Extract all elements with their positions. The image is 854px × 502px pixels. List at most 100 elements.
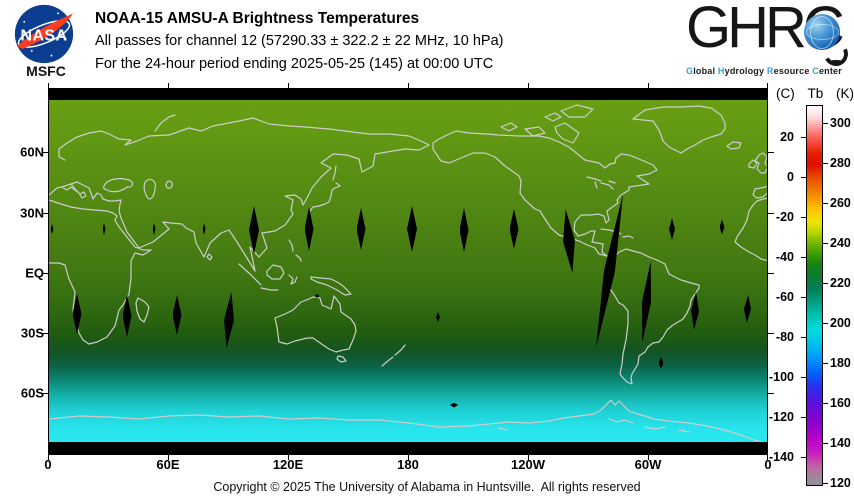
- colorbar-kelvin-tick: [823, 363, 828, 364]
- coast-antarctica: [49, 399, 767, 445]
- x-axis-tick-top: [767, 83, 768, 88]
- missing-data-diamond: [304, 207, 314, 251]
- colorbar-celsius-tick: [801, 136, 806, 138]
- y-axis-tick-label: 30N: [20, 205, 44, 221]
- missing-data-diamond: [436, 312, 440, 322]
- y-axis-tick-left: [42, 273, 48, 274]
- missing-data-diamond: [249, 206, 259, 254]
- x-axis-tick-top: [288, 83, 289, 88]
- missing-data-diamond: [459, 208, 469, 252]
- colorbar-celsius-tick: [801, 456, 806, 458]
- missing-data-diamond: [72, 294, 82, 334]
- missing-data-diamond: [658, 357, 664, 369]
- colorbar-celsius-tick: [801, 256, 806, 258]
- subtitle-channel: All passes for channel 12 (57290.33 ± 32…: [95, 33, 504, 49]
- missing-data-diamond: [222, 292, 237, 349]
- coast-great-lakes: [586, 176, 616, 190]
- globe-icon: [804, 14, 840, 50]
- x-axis-tick-top: [48, 83, 49, 88]
- x-axis-tick-bottom: [168, 455, 169, 460]
- x-axis-tick-bottom: [528, 455, 529, 460]
- colorbar-kelvin-tick: [823, 283, 828, 284]
- colorbar-kelvin-tick: [823, 163, 828, 164]
- missing-data-diamond: [152, 223, 156, 235]
- coast-novaya-zemlya: [154, 114, 176, 132]
- colorbar-kelvin-label: 260: [830, 196, 851, 210]
- x-axis-tick-label: 60E: [156, 457, 180, 472]
- colorbar-kelvin-label: 140: [830, 436, 851, 450]
- missing-data-diamond: [690, 292, 700, 330]
- missing-data-diamond: [122, 295, 132, 337]
- colorbar-celsius-tick: [801, 416, 806, 418]
- x-axis-tick-label: 0: [44, 457, 52, 472]
- colorbar-kelvin-tick: [823, 403, 828, 404]
- y-axis-tick-right: [768, 213, 774, 214]
- y-axis-tick-left: [42, 393, 48, 394]
- y-axis-tick-right: [768, 152, 774, 153]
- missing-data-diamond: [50, 224, 54, 234]
- colorbar-celsius-label: 20: [780, 129, 794, 144]
- colorbar-kelvin-label: 200: [830, 316, 851, 330]
- colorbar-celsius-tick: [801, 296, 806, 298]
- colorbar-kelvin-tick: [823, 443, 828, 444]
- coast-caspian: [143, 178, 173, 200]
- subtitle-period: For the 24-hour period ending 2025-05-25…: [95, 56, 494, 72]
- y-axis-tick-left: [42, 333, 48, 334]
- colorbar-celsius-tick: [801, 336, 806, 338]
- y-axis-tick-right: [768, 333, 774, 334]
- coast-iberia: [752, 185, 767, 199]
- missing-data-diamond: [637, 261, 655, 343]
- colorbar-kelvin-tick: [823, 243, 828, 244]
- missing-data-diamond: [743, 295, 751, 323]
- colorbar-kelvin-tick: [823, 323, 828, 324]
- x-axis-tick-bottom: [408, 455, 409, 460]
- colorbar-kelvin-label: 120: [830, 476, 851, 490]
- msfc-label: MSFC: [26, 63, 66, 79]
- no-data-band-north: [49, 89, 767, 100]
- x-axis-tick-bottom: [288, 455, 289, 460]
- colorbar-kelvin-label: 220: [830, 276, 851, 290]
- missing-data-diamond: [669, 218, 675, 240]
- no-data-band-south: [49, 442, 767, 454]
- colorbar-kelvin-label: 180: [830, 356, 851, 370]
- missing-data-diamond: [509, 209, 519, 249]
- colorbar-celsius-tick: [801, 216, 806, 218]
- y-axis-tick-label: 30S: [20, 325, 44, 341]
- colorbar-unit-celsius: (C): [776, 86, 795, 101]
- ghrc-caption-initial: R: [766, 66, 774, 76]
- colorbar: [806, 105, 823, 486]
- colorbar-kelvin-label: 300: [830, 116, 851, 130]
- colorbar-celsius-label: -120: [768, 409, 794, 424]
- missing-data-diamond: [407, 206, 417, 252]
- coast-madagascar: [135, 297, 150, 323]
- svg-text:NASA: NASA: [20, 28, 67, 45]
- colorbar-unit-kelvin: (K): [835, 86, 854, 101]
- coast-south-america: [606, 248, 700, 385]
- x-axis-tick-top: [408, 83, 409, 88]
- y-axis-tick-left: [42, 213, 48, 214]
- colorbar-celsius-label: -40: [775, 249, 794, 264]
- x-axis-tick-bottom: [48, 455, 49, 460]
- page-title: NOAA-15 AMSU-A Brightness Temperatures: [95, 10, 420, 27]
- coast-iceland: [726, 141, 742, 150]
- missing-data-diamond: [356, 208, 366, 250]
- ghrc-caption-initial: G: [686, 66, 694, 76]
- y-axis-tick-left: [42, 152, 48, 153]
- x-axis-tick-label: 180: [397, 457, 419, 472]
- colorbar-kelvin-label: 280: [830, 156, 851, 170]
- coast-australia: [274, 295, 357, 353]
- colorbar-quantity: Tb: [807, 86, 824, 101]
- coast-tasmania: [336, 355, 347, 363]
- coast-greenland: [632, 105, 726, 154]
- ghrc-caption-initial: H: [717, 66, 725, 76]
- missing-data-diamond: [102, 223, 106, 235]
- colorbar-celsius-label: -80: [775, 329, 794, 344]
- colorbar-celsius-tick: [801, 176, 806, 178]
- missing-data-diamond: [450, 402, 458, 408]
- ghrc-logo: G H R C Global Hydrology Resource Center: [686, 0, 852, 82]
- colorbar-celsius-label: -140: [768, 449, 794, 464]
- missing-data-diamond: [172, 295, 182, 335]
- x-axis-tick-label: 120E: [272, 457, 304, 472]
- nasa-logo-icon: NASA: [13, 3, 79, 81]
